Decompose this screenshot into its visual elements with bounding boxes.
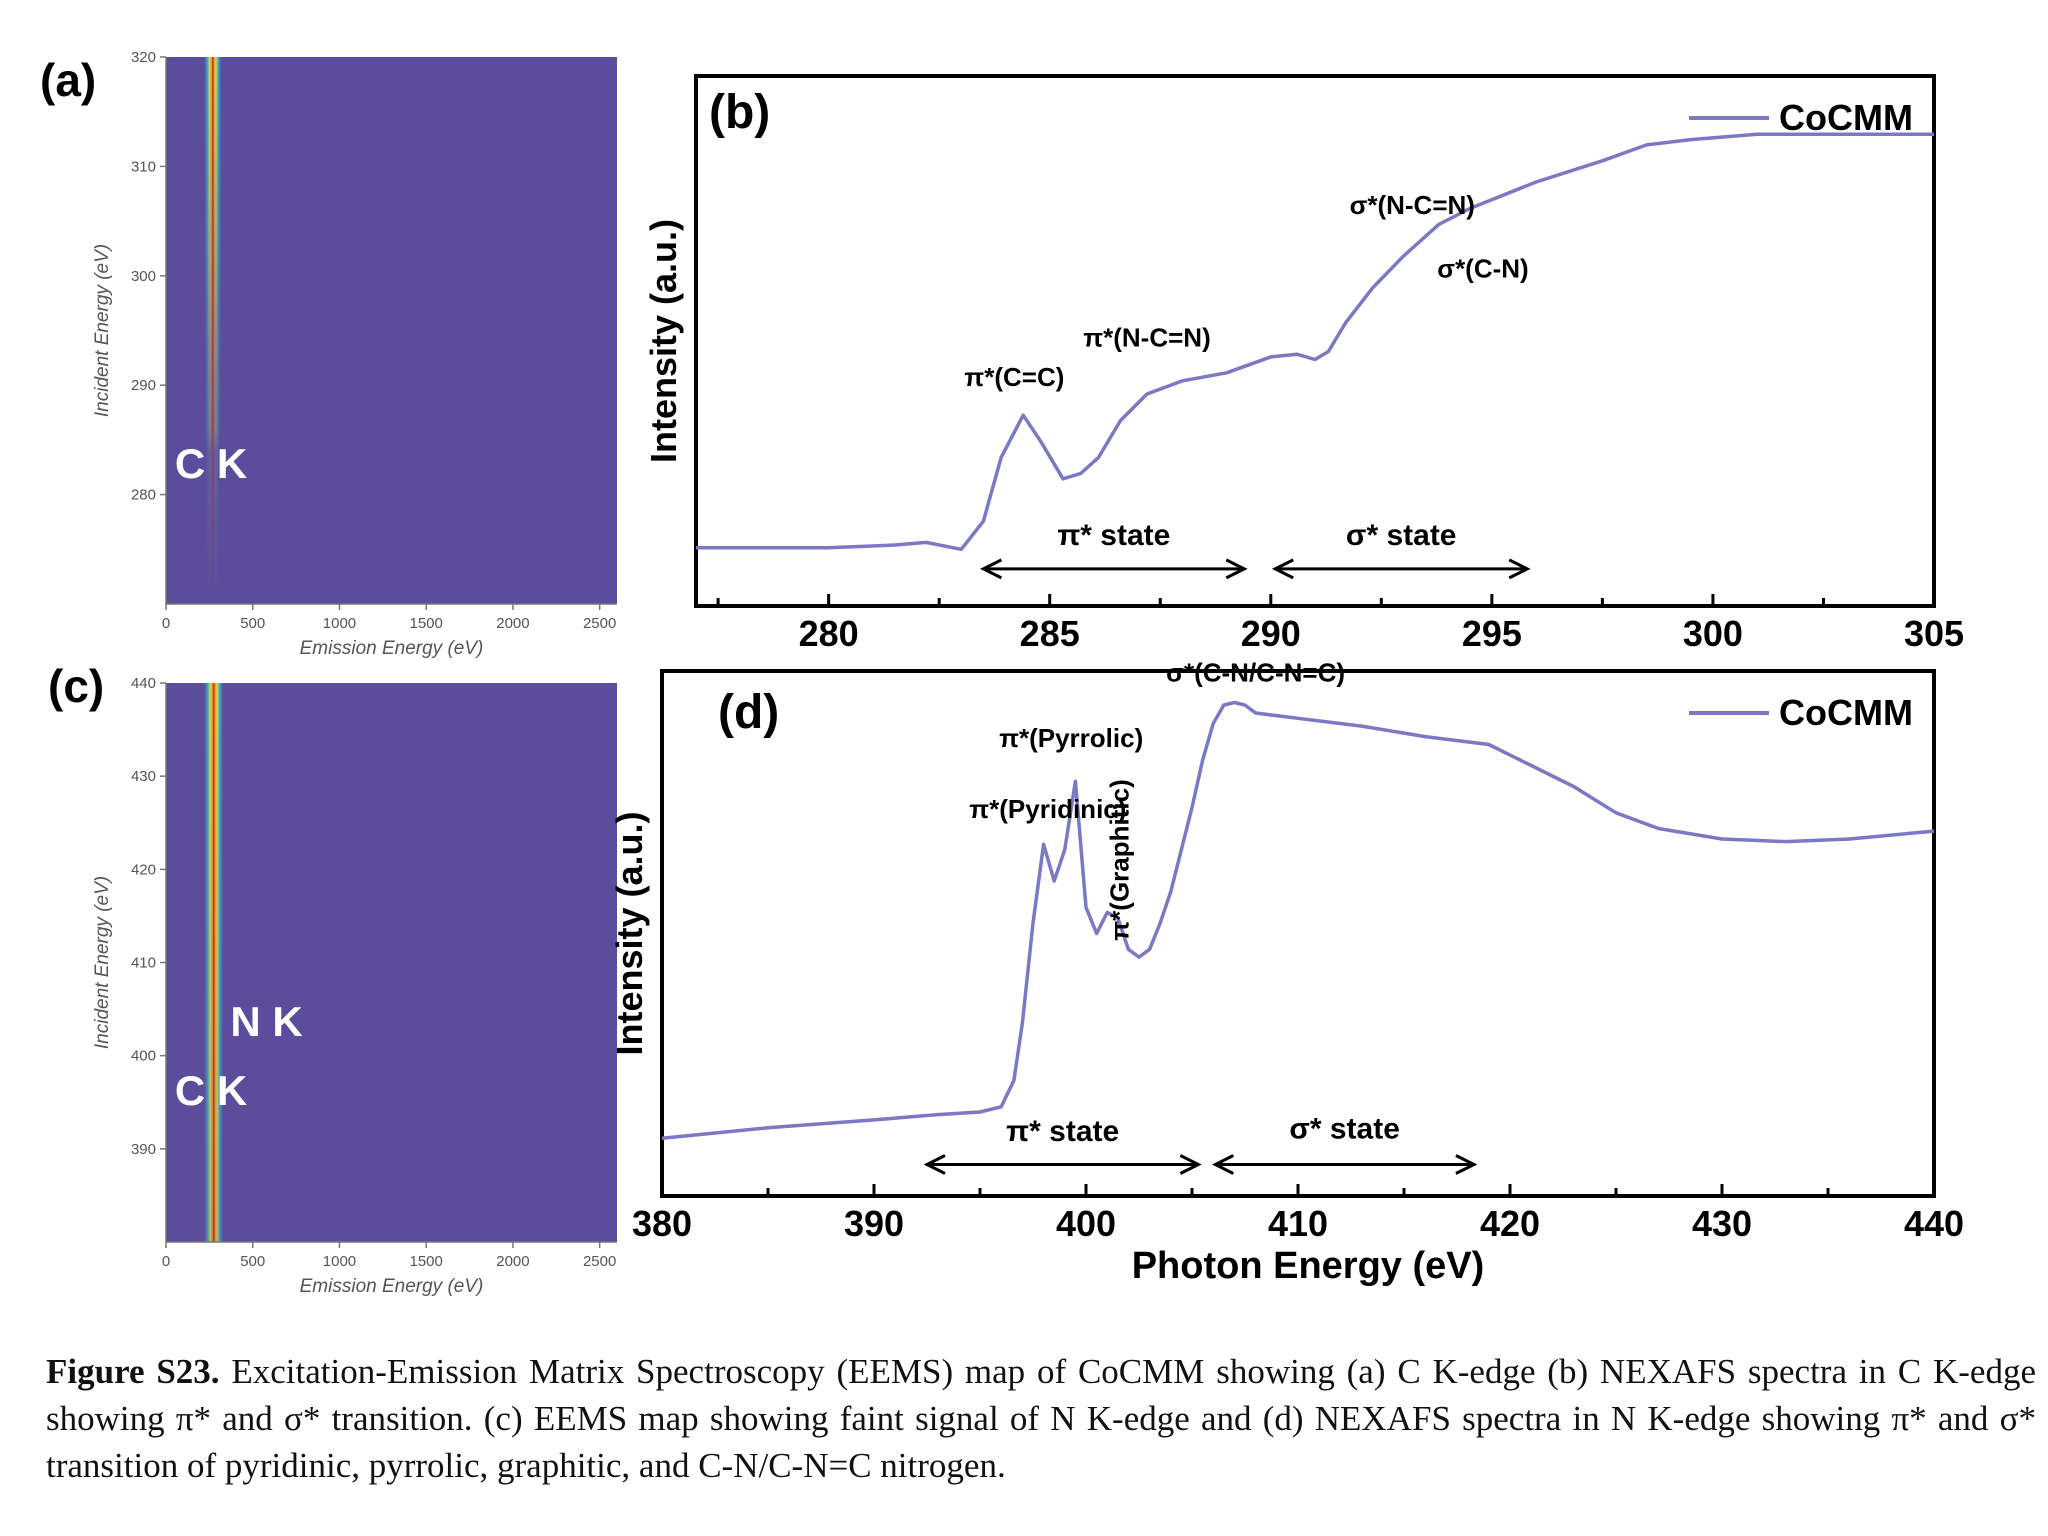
panel-label: (d) bbox=[718, 686, 779, 739]
x-tick-label: 280 bbox=[799, 613, 859, 654]
x-tick-label: 440 bbox=[1904, 1203, 1964, 1244]
x-tick-label: 420 bbox=[1480, 1203, 1540, 1244]
y-tick-label: 310 bbox=[131, 158, 156, 175]
series-line-cocmm bbox=[661, 700, 1935, 1141]
series-line-cocmm bbox=[696, 132, 1934, 552]
y-axis-title: Incident Energy (eV) bbox=[92, 244, 113, 417]
x-tick-label: 0 bbox=[162, 615, 170, 632]
peak-label: π*(N-C=N) bbox=[1083, 322, 1211, 352]
y-axis-title: Intensity (a.u.) bbox=[643, 219, 684, 463]
x-tick-label: 400 bbox=[1056, 1203, 1116, 1244]
x-tick-label: 2000 bbox=[496, 1253, 529, 1270]
range-arrow-head-left bbox=[980, 558, 1003, 580]
x-tick-label: 1500 bbox=[410, 1253, 443, 1270]
y-tick-label: 290 bbox=[131, 377, 156, 394]
peak-label: π*(Pyrrolic) bbox=[999, 723, 1143, 753]
range-label: π* state bbox=[1057, 519, 1170, 552]
x-tick-label: 430 bbox=[1692, 1203, 1752, 1244]
peak-label: π*(Pyridinic) bbox=[969, 794, 1126, 824]
peak-label: σ*(C-N) bbox=[1437, 253, 1528, 283]
y-tick-label: 430 bbox=[131, 768, 156, 785]
panel-label: (c) bbox=[48, 660, 104, 712]
plot-frame bbox=[694, 74, 1936, 608]
edge-label: C K bbox=[175, 440, 247, 487]
y-tick-label: 300 bbox=[131, 268, 156, 285]
x-tick-label: 410 bbox=[1268, 1203, 1328, 1244]
heatmap-band-fade bbox=[202, 57, 224, 604]
range-arrow-head-left bbox=[1271, 558, 1294, 580]
range-arrow-head-right bbox=[1225, 558, 1248, 580]
caption-text: Excitation-Emission Matrix Spectroscopy … bbox=[46, 1352, 2036, 1485]
x-tick-label: 500 bbox=[240, 615, 265, 632]
range-arrow-head-right bbox=[1179, 1154, 1202, 1175]
panel-1-line-chart: 280 285 290 295 300 305 Intensity (a.u.) CoCMM π… bbox=[643, 74, 1964, 654]
x-axis-title: Emission Energy (eV) bbox=[300, 638, 484, 659]
x-tick-label: 500 bbox=[240, 1253, 265, 1270]
edge-label: C K bbox=[175, 1067, 247, 1114]
figure-caption: Figure S23. Excitation-Emission Matrix S… bbox=[46, 1348, 2036, 1489]
x-tick-label: 390 bbox=[844, 1203, 904, 1244]
x-tick-label: 1000 bbox=[323, 615, 356, 632]
x-tick-label: 1500 bbox=[410, 615, 443, 632]
x-tick-label: 2500 bbox=[583, 615, 616, 632]
panel-0-heatmap: 0 500 1000 1500 2000 2500 280 290 300 310 320 Emiss… bbox=[40, 49, 617, 659]
range-label: π* state bbox=[1006, 1115, 1119, 1148]
range-arrow-head-right bbox=[1455, 1154, 1478, 1175]
panel-label: (a) bbox=[40, 54, 96, 106]
legend-label: CoCMM bbox=[1779, 692, 1913, 733]
x-tick-label: 295 bbox=[1462, 613, 1522, 654]
y-tick-label: 410 bbox=[131, 955, 156, 972]
x-tick-label: 380 bbox=[632, 1203, 692, 1244]
heatmap-background bbox=[166, 683, 617, 1242]
range-label: σ* state bbox=[1346, 519, 1457, 552]
y-axis-title: Intensity (a.u.) bbox=[609, 811, 650, 1055]
x-tick-label: 2000 bbox=[496, 615, 529, 632]
range-arrow-head-right bbox=[1508, 558, 1531, 580]
y-tick-label: 400 bbox=[131, 1048, 156, 1065]
range-arrow-head-left bbox=[1211, 1154, 1234, 1175]
peak-label: π*(Graphitic) bbox=[1104, 779, 1134, 940]
y-tick-label: 390 bbox=[131, 1141, 156, 1158]
x-tick-label: 2500 bbox=[583, 1253, 616, 1270]
peak-label: σ*(C-N/C-N=C) bbox=[1166, 658, 1345, 688]
x-tick-label: 305 bbox=[1904, 613, 1964, 654]
y-tick-label: 440 bbox=[131, 675, 156, 692]
panel-2-heatmap: 0 500 1000 1500 2000 2500 390 400 410 420 430 440 Em… bbox=[48, 660, 617, 1297]
caption-label: Figure S23. bbox=[46, 1352, 220, 1391]
heatmap-background bbox=[166, 57, 617, 604]
panel-label: (b) bbox=[709, 86, 770, 139]
x-tick-label: 0 bbox=[162, 1253, 170, 1270]
y-tick-label: 280 bbox=[131, 487, 156, 504]
heatmap-band-fade bbox=[202, 683, 226, 1242]
peak-label: σ*(N-C=N) bbox=[1350, 190, 1475, 220]
y-tick-label: 320 bbox=[131, 49, 156, 66]
peak-label: π*(C=C) bbox=[964, 362, 1064, 392]
edge-label: N K bbox=[230, 998, 302, 1045]
x-tick-label: 290 bbox=[1241, 613, 1301, 654]
range-label: σ* state bbox=[1289, 1112, 1400, 1145]
range-arrow-head-left bbox=[923, 1154, 946, 1175]
panel-3-line-chart: 380 390 400 410 420 430 440 Photon Energy (eV) I… bbox=[609, 658, 1964, 1288]
x-tick-label: 1000 bbox=[323, 1253, 356, 1270]
x-tick-label: 285 bbox=[1020, 613, 1080, 654]
y-tick-label: 420 bbox=[131, 861, 156, 878]
x-tick-label: 300 bbox=[1683, 613, 1743, 654]
x-axis-title: Emission Energy (eV) bbox=[300, 1276, 484, 1297]
x-axis-title: Photon Energy (eV) bbox=[1132, 1245, 1485, 1287]
legend-label: CoCMM bbox=[1779, 97, 1913, 138]
y-axis-title: Incident Energy (eV) bbox=[92, 876, 113, 1049]
